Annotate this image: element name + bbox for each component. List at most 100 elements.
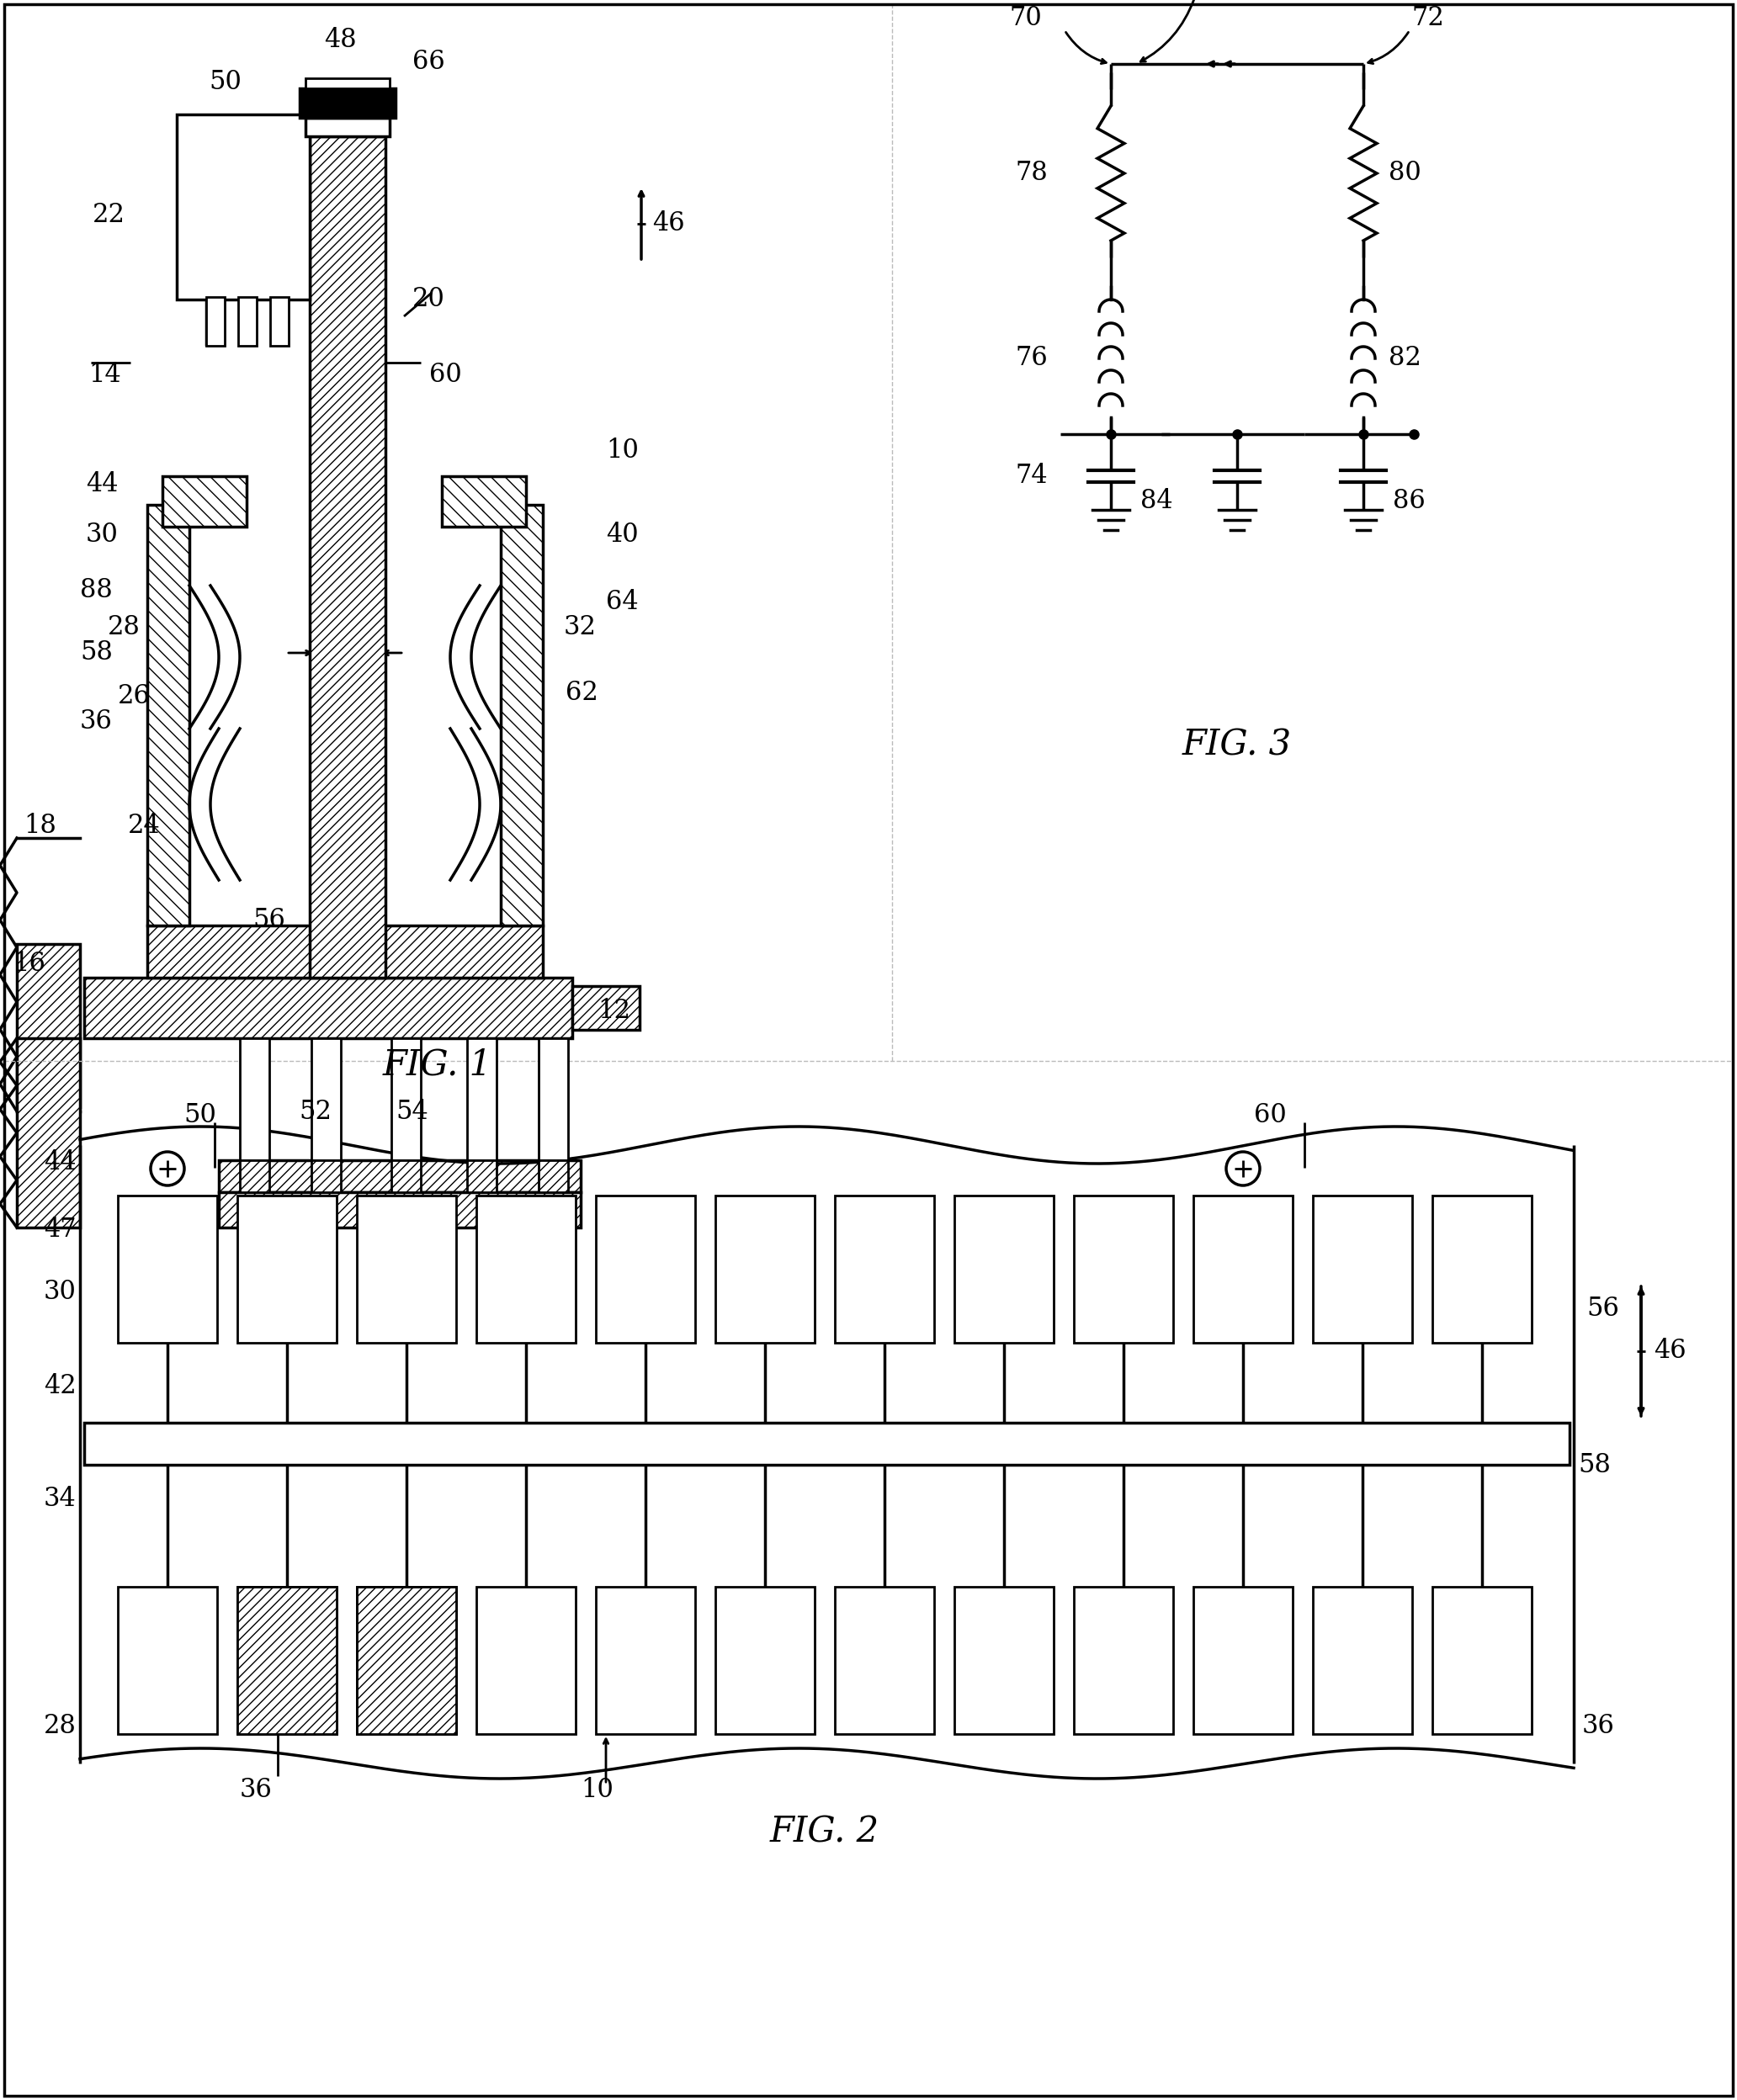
Bar [238, 1588, 337, 1735]
Text: 10: 10 [580, 1777, 613, 1804]
Bar [118, 1588, 217, 1735]
Text: 18: 18 [24, 813, 56, 838]
Text: 26: 26 [118, 685, 151, 710]
Text: FIG. 2: FIG. 2 [769, 1814, 879, 1850]
Bar [83, 1422, 1570, 1466]
Bar [391, 1037, 420, 1159]
Bar [1073, 1195, 1172, 1342]
Bar [240, 1037, 269, 1159]
Bar [538, 1037, 568, 1159]
Bar [476, 1195, 575, 1342]
Bar [500, 504, 542, 926]
Text: 56: 56 [252, 907, 285, 934]
Bar [177, 113, 309, 300]
Text: 78: 78 [1014, 160, 1047, 187]
Text: 36: 36 [80, 710, 113, 735]
Text: 76: 76 [1014, 344, 1047, 372]
Bar [306, 78, 389, 88]
Bar [596, 1195, 695, 1342]
Bar [356, 1588, 457, 1735]
Text: 74: 74 [1014, 464, 1047, 489]
Circle shape [151, 1151, 184, 1186]
Bar [716, 1195, 815, 1342]
Text: 32: 32 [565, 615, 598, 640]
Text: 88: 88 [80, 578, 113, 603]
Text: 50: 50 [208, 69, 241, 94]
Text: 36: 36 [1582, 1714, 1615, 1739]
Text: 48: 48 [325, 27, 356, 53]
Bar [309, 136, 386, 979]
Text: 47: 47 [43, 1216, 76, 1243]
Bar [954, 1195, 1054, 1342]
Text: 36: 36 [240, 1777, 273, 1804]
Bar [83, 979, 571, 1037]
Text: 34: 34 [43, 1485, 76, 1512]
Text: 30: 30 [43, 1279, 76, 1306]
Bar [207, 296, 224, 347]
Text: 66: 66 [412, 48, 445, 76]
Text: FIG. 1: FIG. 1 [382, 1048, 492, 1084]
Text: 58: 58 [80, 640, 113, 666]
Text: 80: 80 [1388, 160, 1421, 187]
Bar [311, 1037, 340, 1159]
Bar [476, 1588, 575, 1735]
Text: 28: 28 [108, 615, 141, 640]
Text: 44: 44 [85, 472, 118, 498]
Bar [467, 1037, 497, 1159]
Text: 64: 64 [606, 590, 639, 615]
Text: 72: 72 [1412, 4, 1445, 32]
Text: 12: 12 [598, 997, 631, 1023]
Bar [240, 1159, 269, 1193]
Bar [17, 1037, 80, 1228]
Bar [1193, 1195, 1292, 1342]
Text: 82: 82 [1388, 344, 1421, 372]
Bar [391, 1159, 420, 1193]
Bar [441, 477, 526, 527]
Bar [163, 477, 247, 527]
Text: 70: 70 [1009, 4, 1042, 32]
Bar [1073, 1588, 1172, 1735]
Text: 44: 44 [43, 1149, 76, 1174]
Bar [356, 1195, 457, 1342]
Text: 54: 54 [396, 1098, 427, 1124]
Text: 50: 50 [184, 1102, 215, 1128]
Text: 14: 14 [89, 361, 122, 388]
Text: 56: 56 [1586, 1296, 1619, 1323]
Bar [356, 1588, 457, 1735]
Text: 20: 20 [412, 286, 445, 313]
Bar [835, 1195, 935, 1342]
Bar [835, 1588, 935, 1735]
Bar [1313, 1195, 1412, 1342]
Text: 16: 16 [12, 951, 45, 977]
Text: 28: 28 [43, 1714, 76, 1739]
Bar [219, 1193, 580, 1228]
Text: 58: 58 [1577, 1451, 1610, 1478]
Bar [148, 926, 542, 979]
Text: 84: 84 [1139, 489, 1172, 514]
Bar [299, 88, 396, 118]
Text: 60: 60 [429, 361, 462, 388]
Bar [538, 1159, 568, 1193]
Bar [118, 1195, 217, 1342]
Text: 24: 24 [129, 813, 160, 838]
Bar [1193, 1588, 1292, 1735]
Bar [1433, 1588, 1532, 1735]
Bar [954, 1588, 1054, 1735]
Bar [596, 1588, 695, 1735]
Text: 86: 86 [1393, 489, 1426, 514]
Text: 62: 62 [566, 680, 598, 706]
Bar [467, 1159, 497, 1193]
Text: 10: 10 [606, 439, 639, 464]
Bar [306, 118, 389, 136]
Bar [571, 987, 639, 1029]
Bar [219, 1159, 580, 1193]
Bar [1433, 1195, 1532, 1342]
Bar [716, 1588, 815, 1735]
Text: 46: 46 [1654, 1338, 1687, 1365]
Bar [1313, 1588, 1412, 1735]
Text: 52: 52 [299, 1098, 332, 1124]
Bar [238, 1588, 337, 1735]
Bar [17, 945, 80, 1107]
Text: 60: 60 [1254, 1102, 1287, 1128]
Circle shape [1226, 1151, 1259, 1186]
